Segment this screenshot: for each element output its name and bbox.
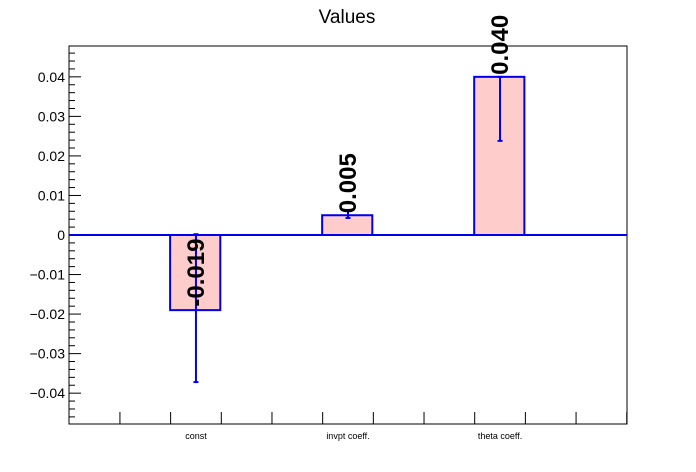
y-tick-label: 0.02 <box>38 148 65 164</box>
y-tick-label: −0.04 <box>30 385 66 401</box>
y-tick-label: −0.02 <box>30 306 66 322</box>
x-category-label: theta coeff. <box>478 431 522 441</box>
x-category-label: invpt coeff. <box>326 431 369 441</box>
chart-title: Values <box>319 7 376 28</box>
y-tick-label: 0.04 <box>38 69 65 85</box>
y-tick-label: 0.03 <box>38 108 65 124</box>
plot-area: −0.04 −0.03 −0.02 −0.01 0 0.01 0.02 0.03 0.04 -0.… <box>30 15 628 441</box>
x-category-label: const <box>185 431 207 441</box>
y-tick-label: −0.01 <box>30 267 66 283</box>
value-label-1: 0.005 <box>335 153 362 213</box>
y-tick-label: 0.01 <box>38 187 65 203</box>
y-tick-label: −0.03 <box>30 346 66 362</box>
y-tick-label: 0 <box>57 227 65 243</box>
value-label-0: -0.019 <box>183 239 210 307</box>
value-label-2: 0.040 <box>487 15 514 75</box>
